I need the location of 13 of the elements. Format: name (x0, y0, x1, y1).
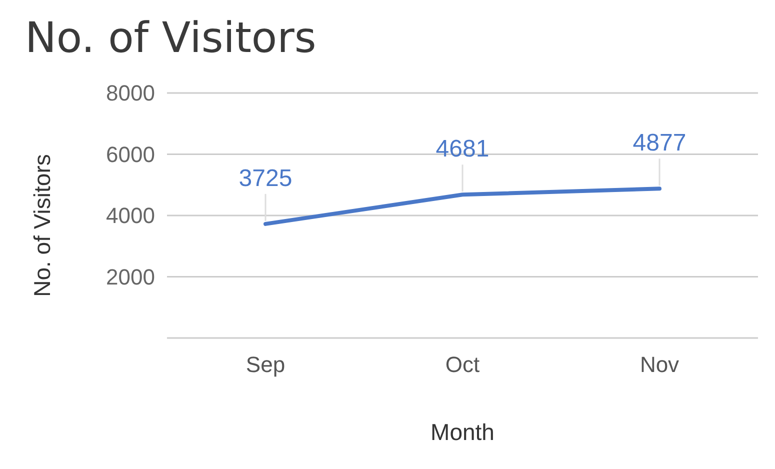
y-tick-label: 8000 (106, 80, 155, 106)
x-axis-title: Month (430, 419, 494, 445)
y-tick-label: 6000 (106, 142, 155, 167)
data-label: 4877 (632, 130, 686, 157)
y-axis-title: No. of Visitors (29, 154, 55, 297)
y-tick-label: 2000 (106, 264, 155, 290)
chart-title: No. of Visitors (25, 13, 316, 62)
data-label: 4681 (436, 136, 490, 163)
x-tick-label: Oct (445, 352, 480, 377)
y-tick-label: 4000 (106, 203, 155, 228)
x-tick-label: Nov (640, 352, 680, 377)
x-tick-label: Sep (246, 352, 286, 377)
data-label: 3725 (238, 164, 292, 192)
